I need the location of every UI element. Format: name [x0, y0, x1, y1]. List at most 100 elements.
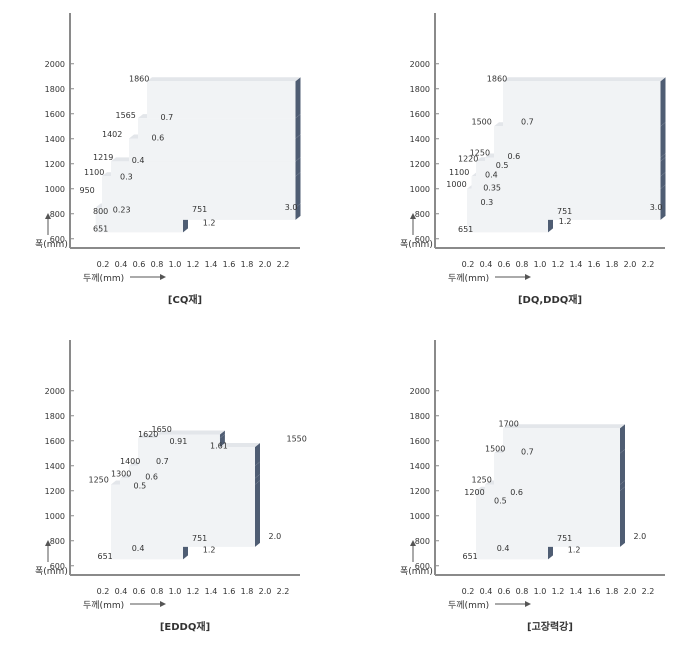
region-front-face — [147, 81, 296, 119]
y-axis-label: 폭(mm) — [400, 239, 433, 250]
data-label: 1.2 — [568, 546, 581, 555]
data-label: 0.4 — [132, 156, 145, 165]
y-tick-label: 600 — [415, 562, 430, 571]
region-front-face — [494, 126, 661, 158]
data-label: 1250 — [472, 476, 492, 485]
x-tick-label: 1.4 — [570, 587, 583, 596]
y-tick-label: 1400 — [45, 462, 65, 471]
region-front-face — [95, 207, 296, 220]
region-side-face — [219, 434, 225, 447]
region-front-face — [111, 161, 296, 177]
data-label: 651 — [458, 225, 473, 234]
x-axis-label: 두께(mm) — [448, 600, 489, 611]
data-label: 1400 — [120, 457, 140, 466]
x-tick-label: 1.0 — [534, 587, 547, 596]
data-label: 0.7 — [161, 113, 174, 122]
y-tick-label: 1400 — [45, 135, 65, 144]
chart-title: [EDDQ재] — [160, 620, 210, 633]
y-tick-label: 2000 — [410, 60, 430, 69]
region-front-face — [129, 138, 296, 162]
x-tick-label: 1.6 — [588, 587, 601, 596]
region-front-face — [138, 118, 296, 139]
x-tick-label: 0.8 — [516, 260, 529, 269]
data-label: 1565 — [116, 111, 136, 120]
x-axis-arrowhead — [160, 274, 166, 280]
data-label: 0.23 — [113, 206, 131, 215]
data-label: 3.0 — [285, 203, 298, 212]
y-axis-arrowhead — [410, 213, 416, 219]
y-axis-arrowhead — [45, 213, 51, 219]
data-label: 0.3 — [120, 172, 133, 181]
y-tick-label: 800 — [50, 537, 65, 546]
x-tick-label: 1.4 — [205, 587, 218, 596]
data-label: 1620 — [138, 430, 158, 439]
y-axis-arrowhead — [45, 540, 51, 546]
data-label: 1250 — [89, 476, 109, 485]
x-axis-label: 두께(mm) — [83, 273, 124, 284]
region-top-face — [147, 77, 301, 82]
data-label: 2.0 — [634, 532, 647, 541]
y-tick-label: 1600 — [45, 437, 65, 446]
region-side-face — [295, 157, 301, 177]
chart-panel-1: 600 800 1000 1200 1400 1600 1800 2000 0.2 0.4 0.6 0… — [35, 13, 301, 306]
y-tick-label: 1200 — [410, 487, 430, 496]
region-top-face — [503, 77, 666, 82]
y-tick-label: 800 — [50, 210, 65, 219]
x-tick-label: 1.8 — [241, 587, 254, 596]
x-tick-label: 0.6 — [498, 587, 511, 596]
x-tick-label: 2.0 — [624, 260, 637, 269]
y-tick-label: 1600 — [45, 110, 65, 119]
x-tick-label: 2.2 — [642, 260, 655, 269]
region-side-face — [295, 172, 301, 208]
data-label: 1220 — [458, 154, 478, 163]
data-label: 1550 — [287, 434, 307, 443]
x-axis-label: 두께(mm) — [83, 600, 124, 611]
data-label: 1100 — [449, 168, 469, 177]
x-tick-label: 0.6 — [133, 260, 146, 269]
data-label: 1860 — [487, 74, 507, 83]
data-label: 1300 — [111, 469, 131, 478]
x-tick-label: 1.8 — [606, 260, 619, 269]
data-label: 0.7 — [521, 117, 534, 126]
x-tick-label: 1.6 — [223, 587, 236, 596]
region-front-face — [503, 428, 620, 454]
y-tick-label: 1000 — [45, 185, 65, 194]
region-side-face — [620, 486, 625, 547]
x-tick-label: 1.4 — [570, 260, 583, 269]
data-label: 751 — [557, 207, 572, 216]
region-front-face — [156, 434, 220, 439]
x-tick-label: 2.0 — [259, 260, 272, 269]
x-tick-label: 0.8 — [516, 587, 529, 596]
y-tick-label: 1200 — [45, 487, 65, 496]
x-tick-label: 2.0 — [624, 587, 637, 596]
y-tick-label: 800 — [415, 210, 430, 219]
data-label: 2.0 — [269, 532, 282, 541]
data-label: 651 — [98, 552, 113, 561]
data-label: 0.4 — [485, 171, 498, 180]
data-label: 3.0 — [650, 203, 663, 212]
x-tick-label: 1.2 — [187, 260, 200, 269]
data-label: 1219 — [93, 153, 113, 162]
x-tick-label: 1.6 — [588, 260, 601, 269]
data-label: 1500 — [485, 444, 505, 453]
region-side-face — [219, 430, 225, 439]
y-tick-label: 1600 — [410, 110, 430, 119]
data-label: 1.61 — [210, 441, 228, 450]
region-front-face — [120, 478, 255, 485]
region-side-face — [255, 461, 260, 479]
data-label: 1500 — [472, 117, 492, 126]
y-tick-label: 1400 — [410, 135, 430, 144]
data-label: 0.7 — [521, 448, 534, 457]
y-tick-label: 2000 — [45, 60, 65, 69]
x-tick-label: 0.2 — [462, 587, 475, 596]
x-tick-label: 1.4 — [205, 260, 218, 269]
data-label: 1.2 — [203, 219, 216, 228]
region-side-face — [660, 172, 666, 189]
x-tick-label: 1.0 — [169, 260, 182, 269]
data-label: 1.2 — [559, 217, 572, 226]
region-side-face — [660, 153, 666, 162]
x-tick-label: 0.4 — [480, 587, 493, 596]
region-side-face — [620, 424, 625, 454]
